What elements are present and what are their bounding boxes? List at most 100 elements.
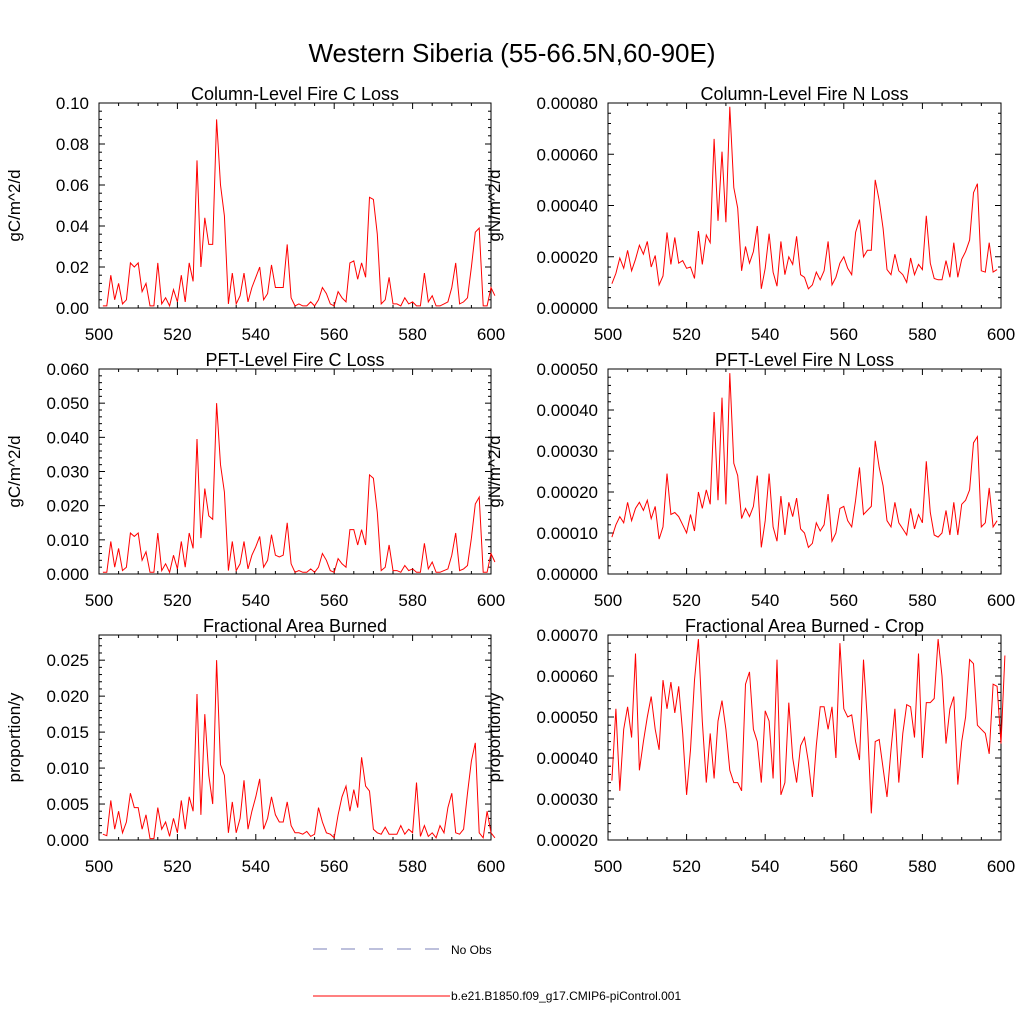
y-tick-label: 0.00050 [537,360,598,379]
x-tick-label: 520 [672,325,700,344]
x-tick-label: 540 [751,857,779,876]
series-line [102,660,496,840]
x-tick-label: 580 [398,857,426,876]
y-axis-label: proportion/y [5,692,24,782]
x-tick-label: 580 [908,857,936,876]
y-tick-label: 0.00020 [537,831,598,850]
x-tick-label: 560 [320,325,348,344]
x-tick-label: 540 [242,591,270,610]
x-tick-label: 560 [830,857,858,876]
y-tick-label: 0.04 [56,217,89,236]
plot-frame [98,368,492,575]
y-tick-label: 0.00010 [537,524,598,543]
y-tick-label: 0.00020 [537,483,598,502]
series-line [611,373,998,549]
y-tick-label: 0.00040 [537,197,598,216]
x-tick-label: 600 [477,325,505,344]
y-tick-label: 0.00040 [537,401,598,420]
y-axis-label: gC/m^2/d [5,435,24,507]
y-tick-label: 0.00020 [537,248,598,267]
plot-frame [98,102,492,309]
y-tick-label: 0.060 [46,360,89,379]
panel-title: Column-Level Fire C Loss [191,84,399,104]
x-tick-label: 500 [85,857,113,876]
figure-title: Western Siberia (55-66.5N,60-90E) [308,38,715,68]
panel-pft-c: 500 520 540 560 580 600 0.000 0.010 0.020 0.030 0.… [5,350,505,610]
y-axis-label: proportion/y [485,692,504,782]
x-tick-label: 520 [163,591,191,610]
y-tick-label: 0.040 [46,428,89,447]
legend-label-control: b.e21.B1850.f09_g17.CMIP6-piControl.001 [451,989,681,1003]
y-tick-label: 0.06 [56,176,89,195]
y-tick-label: 0.00070 [537,626,598,645]
x-tick-label: 560 [320,857,348,876]
plot-frame [607,368,1002,575]
x-tick-label: 500 [594,591,622,610]
panel-title: Fractional Area Burned - Crop [685,616,924,636]
y-tick-label: 0.08 [56,135,89,154]
y-tick-label: 0.10 [56,94,89,113]
x-tick-label: 600 [987,325,1015,344]
panel-col-n: 500 520 540 560 580 600 0.00000 0.00020 0.00040 0… [485,84,1015,344]
y-tick-label: 0.020 [46,687,89,706]
legend-label-no-obs: No Obs [451,943,492,957]
y-tick-label: 0.030 [46,463,89,482]
y-tick-label: 0.02 [56,258,89,277]
x-tick-label: 580 [398,325,426,344]
x-tick-label: 580 [398,591,426,610]
panels-group: 500 520 540 560 580 600 0.00 0.02 0.04 0.06 0.08 0.… [5,84,1015,876]
x-tick-label: 540 [751,325,779,344]
x-tick-label: 500 [85,591,113,610]
x-tick-label: 600 [987,591,1015,610]
x-tick-label: 600 [477,857,505,876]
x-tick-label: 500 [594,325,622,344]
series-line [611,106,998,290]
x-tick-label: 560 [830,325,858,344]
panel-title: Column-Level Fire N Loss [700,84,908,104]
x-tick-label: 540 [242,325,270,344]
y-tick-label: 0.00030 [537,442,598,461]
x-tick-label: 500 [594,857,622,876]
x-tick-label: 520 [672,857,700,876]
panel-title: PFT-Level Fire C Loss [205,350,384,370]
y-axis-label: gN/m^2/d [485,169,504,241]
y-tick-label: 0.00060 [537,145,598,164]
y-tick-label: 0.050 [46,394,89,413]
x-tick-label: 560 [830,591,858,610]
y-tick-label: 0.010 [46,759,89,778]
x-tick-label: 500 [85,325,113,344]
x-tick-label: 580 [908,591,936,610]
y-tick-label: 0.00050 [537,708,598,727]
panel-pft-n: 500 520 540 560 580 600 0.00000 0.00010 0.00020 0… [485,350,1015,610]
y-tick-label: 0.005 [46,795,89,814]
y-tick-label: 0.00060 [537,667,598,686]
y-tick-label: 0.000 [46,565,89,584]
series-line [102,119,496,308]
panel-title: Fractional Area Burned [203,616,387,636]
y-axis-label: gN/m^2/d [485,435,504,507]
x-tick-label: 600 [987,857,1015,876]
y-tick-label: 0.020 [46,497,89,516]
x-tick-label: 580 [908,325,936,344]
x-tick-label: 540 [242,857,270,876]
y-axis-label: gC/m^2/d [5,169,24,241]
y-tick-label: 0.015 [46,723,89,742]
panel-frac: 500 520 540 560 580 600 0.000 0.005 0.010 0.015 0.… [5,616,505,876]
legend: No Obs b.e21.B1850.f09_g17.CMIP6-piContr… [313,943,681,1003]
panel-title: PFT-Level Fire N Loss [715,350,894,370]
y-tick-label: 0.00000 [537,565,598,584]
y-tick-label: 0.010 [46,531,89,550]
y-tick-label: 0.00000 [537,299,598,318]
y-tick-label: 0.025 [46,651,89,670]
x-tick-label: 520 [163,325,191,344]
x-tick-label: 520 [672,591,700,610]
y-tick-label: 0.000 [46,831,89,850]
y-tick-label: 0.00040 [537,749,598,768]
series-line [102,403,496,574]
x-tick-label: 540 [751,591,779,610]
x-tick-label: 520 [163,857,191,876]
panel-frac-crop: 500 520 540 560 580 600 0.00020 0.00030 0.00040 0… [485,616,1015,876]
y-tick-label: 0.00 [56,299,89,318]
